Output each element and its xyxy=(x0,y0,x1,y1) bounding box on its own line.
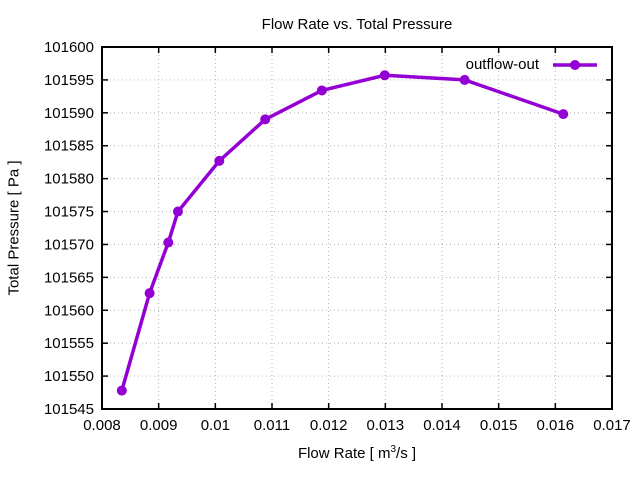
data-point-marker xyxy=(558,109,569,120)
x-tick-label: 0.017 xyxy=(593,417,631,434)
data-point-marker xyxy=(144,288,155,299)
y-tick-label: 101565 xyxy=(44,269,94,286)
y-tick-label: 101580 xyxy=(44,171,94,188)
legend-sample-marker xyxy=(570,60,580,70)
x-tick-label: 0.012 xyxy=(310,417,348,434)
x-tick-label: 0.009 xyxy=(140,417,178,434)
x-axis-label: Flow Rate [ m3/s ] xyxy=(102,444,612,462)
data-point-marker xyxy=(459,74,470,85)
plot-border xyxy=(101,46,613,410)
x-axis-label-post: /s ] xyxy=(396,445,417,462)
x-tick-label: 0.011 xyxy=(254,417,290,434)
x-tick-label: 0.014 xyxy=(423,417,461,434)
data-point-marker xyxy=(379,70,390,81)
x-tick-label: 0.008 xyxy=(83,417,121,434)
y-tick-label: 101585 xyxy=(44,138,94,155)
data-point-marker xyxy=(214,155,225,166)
x-tick-label: 0.016 xyxy=(537,417,575,434)
y-tick-label: 101555 xyxy=(44,335,94,352)
y-tick-label: 101545 xyxy=(44,401,94,418)
x-tick-label: 0.01 xyxy=(201,417,230,434)
x-axis-label-superscript: 3 xyxy=(390,444,397,455)
data-point-marker xyxy=(116,385,127,396)
y-tick-label: 101595 xyxy=(44,72,94,89)
chart-title: Flow Rate vs. Total Pressure xyxy=(261,16,453,33)
data-point-marker xyxy=(163,237,174,248)
y-tick-label: 101575 xyxy=(44,204,94,221)
x-tick-label: 0.015 xyxy=(480,417,518,434)
x-axis-label-pre: Flow Rate [ m xyxy=(297,445,391,462)
data-point-marker xyxy=(172,206,183,217)
data-point-marker xyxy=(316,85,327,96)
legend-line-sample-icon xyxy=(553,60,597,70)
y-tick-label: 101590 xyxy=(44,105,94,122)
y-tick-label: 101600 xyxy=(44,39,94,56)
y-tick-label: 101570 xyxy=(44,236,94,253)
y-tick-label: 101550 xyxy=(44,368,94,385)
legend-series-label: outflow-out xyxy=(465,56,539,73)
x-tick-label: 0.013 xyxy=(367,417,405,434)
y-tick-label: 101560 xyxy=(44,302,94,319)
legend: outflow-out xyxy=(466,57,598,73)
series-line xyxy=(120,73,566,393)
data-point-marker xyxy=(260,114,271,125)
